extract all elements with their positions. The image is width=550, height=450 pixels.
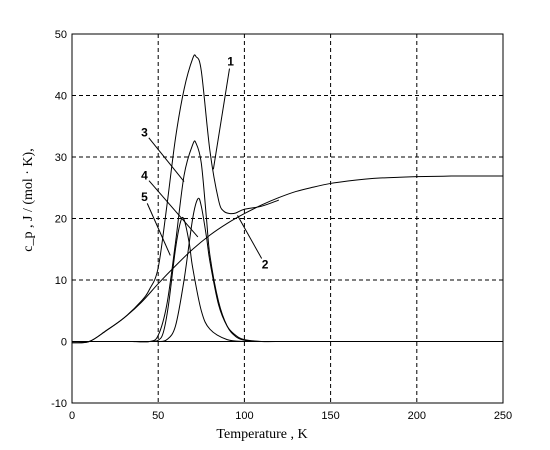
- curve-2-line: [71, 175, 503, 344]
- x-tick-label: 200: [408, 410, 426, 422]
- curve-4-line: [158, 197, 279, 343]
- y-axis-ticks: -10 0 10 20 30 40 50: [51, 29, 67, 410]
- annotation-3-leader: [148, 137, 185, 182]
- y-tick-label: -10: [51, 398, 67, 410]
- y-tick-label: 50: [55, 29, 67, 41]
- x-tick-label: 100: [235, 410, 253, 422]
- curve-3-line: [132, 140, 262, 343]
- y-tick-label: 40: [55, 91, 67, 103]
- annotation-1-label: 1: [227, 55, 234, 69]
- x-axis-label: Temperature , K: [216, 427, 307, 442]
- curve-1-line: [71, 54, 280, 344]
- y-tick-label: 20: [55, 214, 67, 226]
- y-tick-label: 10: [55, 275, 67, 287]
- annotation-2-label: 2: [262, 258, 269, 272]
- x-tick-label: 50: [152, 410, 164, 422]
- x-tick-label: 150: [321, 410, 339, 422]
- curve-5-line: [149, 216, 245, 342]
- annotation-3-label: 3: [141, 125, 148, 139]
- x-tick-label: 0: [69, 410, 75, 422]
- curves: [71, 54, 503, 344]
- annotation-4-leader: [148, 180, 199, 238]
- y-tick-label: 30: [55, 152, 67, 164]
- curve-annotations: 1 2 3 4 5: [141, 55, 269, 272]
- gridlines: [72, 34, 503, 403]
- y-axis-label: c_p , J / (mol · K),: [21, 148, 36, 251]
- annotation-2-leader: [237, 215, 263, 259]
- annotation-4-label: 4: [141, 168, 148, 182]
- annotation-5-leader: [146, 203, 171, 256]
- annotation-5-label: 5: [141, 190, 148, 204]
- x-axis-ticks: 0 50 100 150 200 250: [69, 410, 512, 422]
- y-tick-label: 0: [61, 337, 67, 349]
- annotation-1-leader: [212, 68, 230, 170]
- x-tick-label: 250: [494, 410, 512, 422]
